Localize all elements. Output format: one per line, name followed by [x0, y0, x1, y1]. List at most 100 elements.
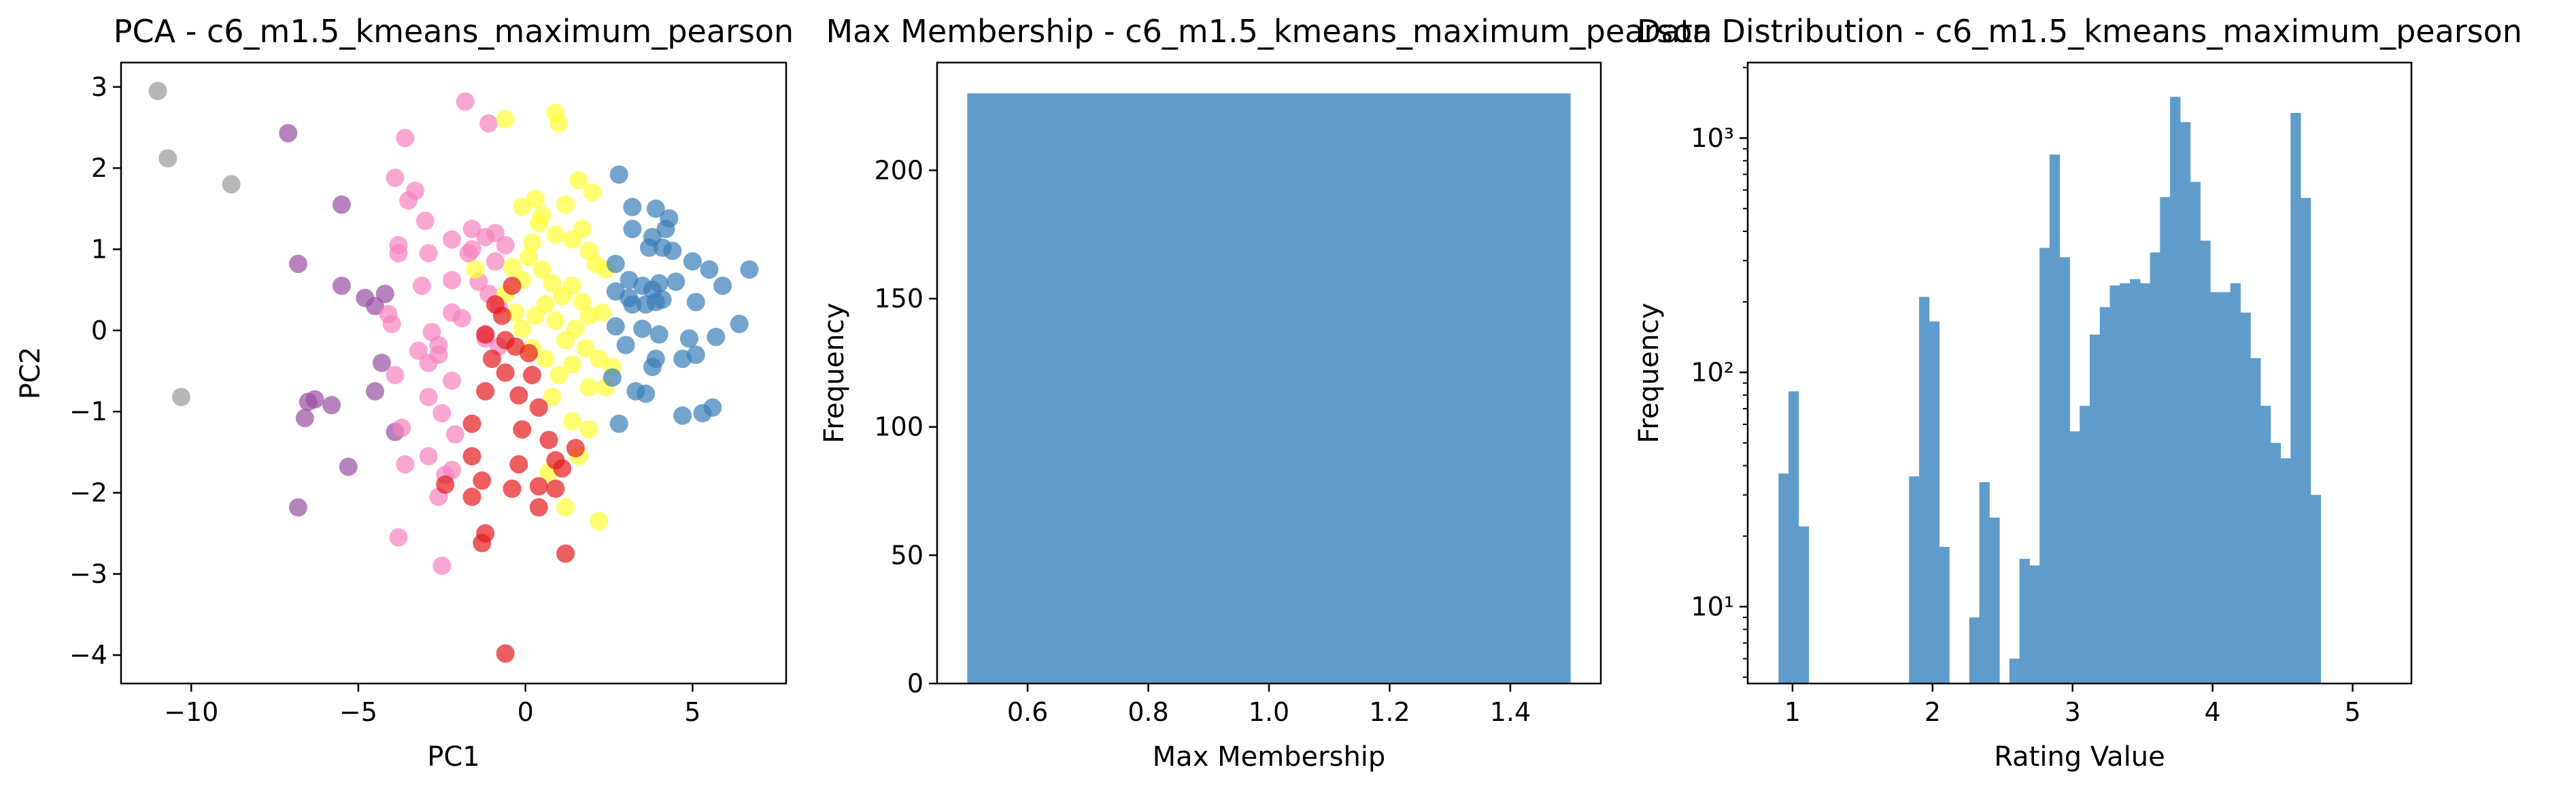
y-tick-label: 2	[91, 153, 107, 183]
scatter-point	[462, 488, 481, 507]
scatter-point	[305, 390, 324, 409]
scatter-point	[462, 447, 481, 466]
scatter-point	[529, 398, 548, 417]
x-tick-label: 2	[1925, 697, 1941, 727]
histogram-bar	[2160, 197, 2171, 684]
histogram-bar	[2310, 494, 2322, 684]
scatter-point	[679, 329, 698, 348]
x-tick-label: −10	[164, 697, 218, 727]
scatter-point	[656, 220, 675, 239]
scatter-point	[740, 260, 759, 279]
scatter-point	[279, 124, 298, 143]
scatter-point	[520, 343, 539, 362]
scatter-point	[566, 439, 585, 458]
chart-title: Max Membership - c6_m1.5_kmeans_maximum_…	[826, 13, 1712, 50]
scatter-point	[529, 214, 548, 233]
scatter-point	[386, 168, 405, 187]
scatter-point	[509, 386, 528, 405]
scatter-point	[148, 82, 167, 101]
scatter-point	[409, 341, 428, 360]
histogram-bar	[1789, 391, 1799, 684]
y-tick-label: 10²	[1691, 358, 1734, 388]
histogram-bar	[1939, 547, 1950, 684]
scatter-point	[366, 297, 385, 316]
x-tick-label: 5	[684, 697, 700, 727]
y-tick-label: 50	[891, 540, 923, 570]
histogram-bar	[1798, 526, 1810, 684]
y-tick-label: −4	[69, 640, 107, 670]
histogram-bar	[2190, 182, 2201, 684]
scatter-point	[389, 528, 408, 547]
scatter-point	[389, 236, 408, 255]
scatter-point	[526, 190, 545, 209]
max-membership-histogram: 0.6 0.8 1.0 1.2 1.4 0 50 100 150 200 Max Membershi…	[819, 13, 1712, 773]
scatter-point	[433, 556, 452, 575]
scatter-point	[513, 420, 532, 439]
histogram-bar	[2270, 443, 2281, 684]
histogram-bar	[2099, 307, 2110, 684]
scatter-point	[462, 220, 481, 239]
scatter-point	[386, 365, 405, 384]
scatter-point	[445, 425, 464, 444]
scatter-point	[576, 339, 595, 358]
scatter-point	[556, 498, 575, 517]
scatter-point	[649, 325, 668, 344]
scatter-point	[579, 420, 598, 439]
scatter-point	[339, 457, 358, 476]
x-tick-label: 4	[2205, 697, 2221, 727]
scatter-point	[543, 274, 562, 293]
y-tick-label: 0	[907, 669, 923, 698]
scatter-point	[543, 388, 562, 407]
scatter-point	[513, 319, 532, 338]
chart-title: PCA - c6_m1.5_kmeans_maximum_pearson	[114, 13, 794, 50]
scatter-point	[603, 368, 622, 387]
histogram-bar	[2200, 240, 2211, 684]
scatter-point	[158, 149, 177, 168]
histogram-bar	[967, 93, 1571, 684]
y-tick-label: 1	[91, 234, 107, 264]
x-tick-label: 1.4	[1490, 697, 1531, 727]
scatter-point	[549, 365, 569, 384]
histogram-bar	[2180, 122, 2191, 684]
y-tick-label: 3	[91, 72, 107, 102]
scatter-point	[392, 418, 411, 437]
scatter-point	[433, 404, 452, 423]
scatter-point	[562, 276, 581, 295]
scatter-point	[332, 195, 351, 214]
x-tick-label: 5	[2344, 697, 2360, 727]
histogram-bar	[2019, 558, 2030, 684]
scatter-point	[479, 114, 498, 133]
x-axis-label: Rating Value	[1994, 741, 2165, 773]
scatter-point	[663, 241, 682, 260]
scatter-point	[573, 220, 592, 239]
scatter-point	[419, 388, 438, 407]
scatter-point	[288, 498, 307, 517]
scatter-point	[372, 354, 391, 373]
scatter-point	[623, 197, 642, 216]
scatter-point	[496, 644, 515, 663]
scatter-point	[616, 335, 635, 354]
scatter-point	[593, 303, 612, 322]
scatter-point	[573, 292, 592, 311]
y-tick-label: 100	[874, 412, 923, 442]
scatter-point	[396, 129, 415, 148]
histogram-bar	[2250, 358, 2261, 684]
histogram-bar	[1909, 476, 1920, 684]
scatter-point	[436, 475, 455, 494]
chart-title: Data Distribution - c6_m1.5_kmeans_maxim…	[1637, 13, 2522, 50]
scatter-point	[546, 479, 565, 499]
scatter-point	[462, 414, 481, 433]
y-tick-label: −2	[69, 478, 107, 508]
scatter-point	[549, 114, 569, 133]
x-tick-label: 1	[1784, 697, 1801, 727]
scatter-point	[288, 254, 307, 273]
x-tick-label: 0	[518, 697, 534, 727]
scatter-point	[536, 350, 555, 369]
scatter-point	[546, 311, 565, 331]
scatter-point	[503, 276, 522, 295]
rating-distribution-histogram: 1 2 3 4 5 10¹ 10² 10³ Data Distribution - c6_m1.…	[1633, 13, 2522, 773]
scatter-point	[492, 306, 511, 325]
scatter-point	[730, 314, 749, 333]
scatter-point	[496, 110, 515, 129]
